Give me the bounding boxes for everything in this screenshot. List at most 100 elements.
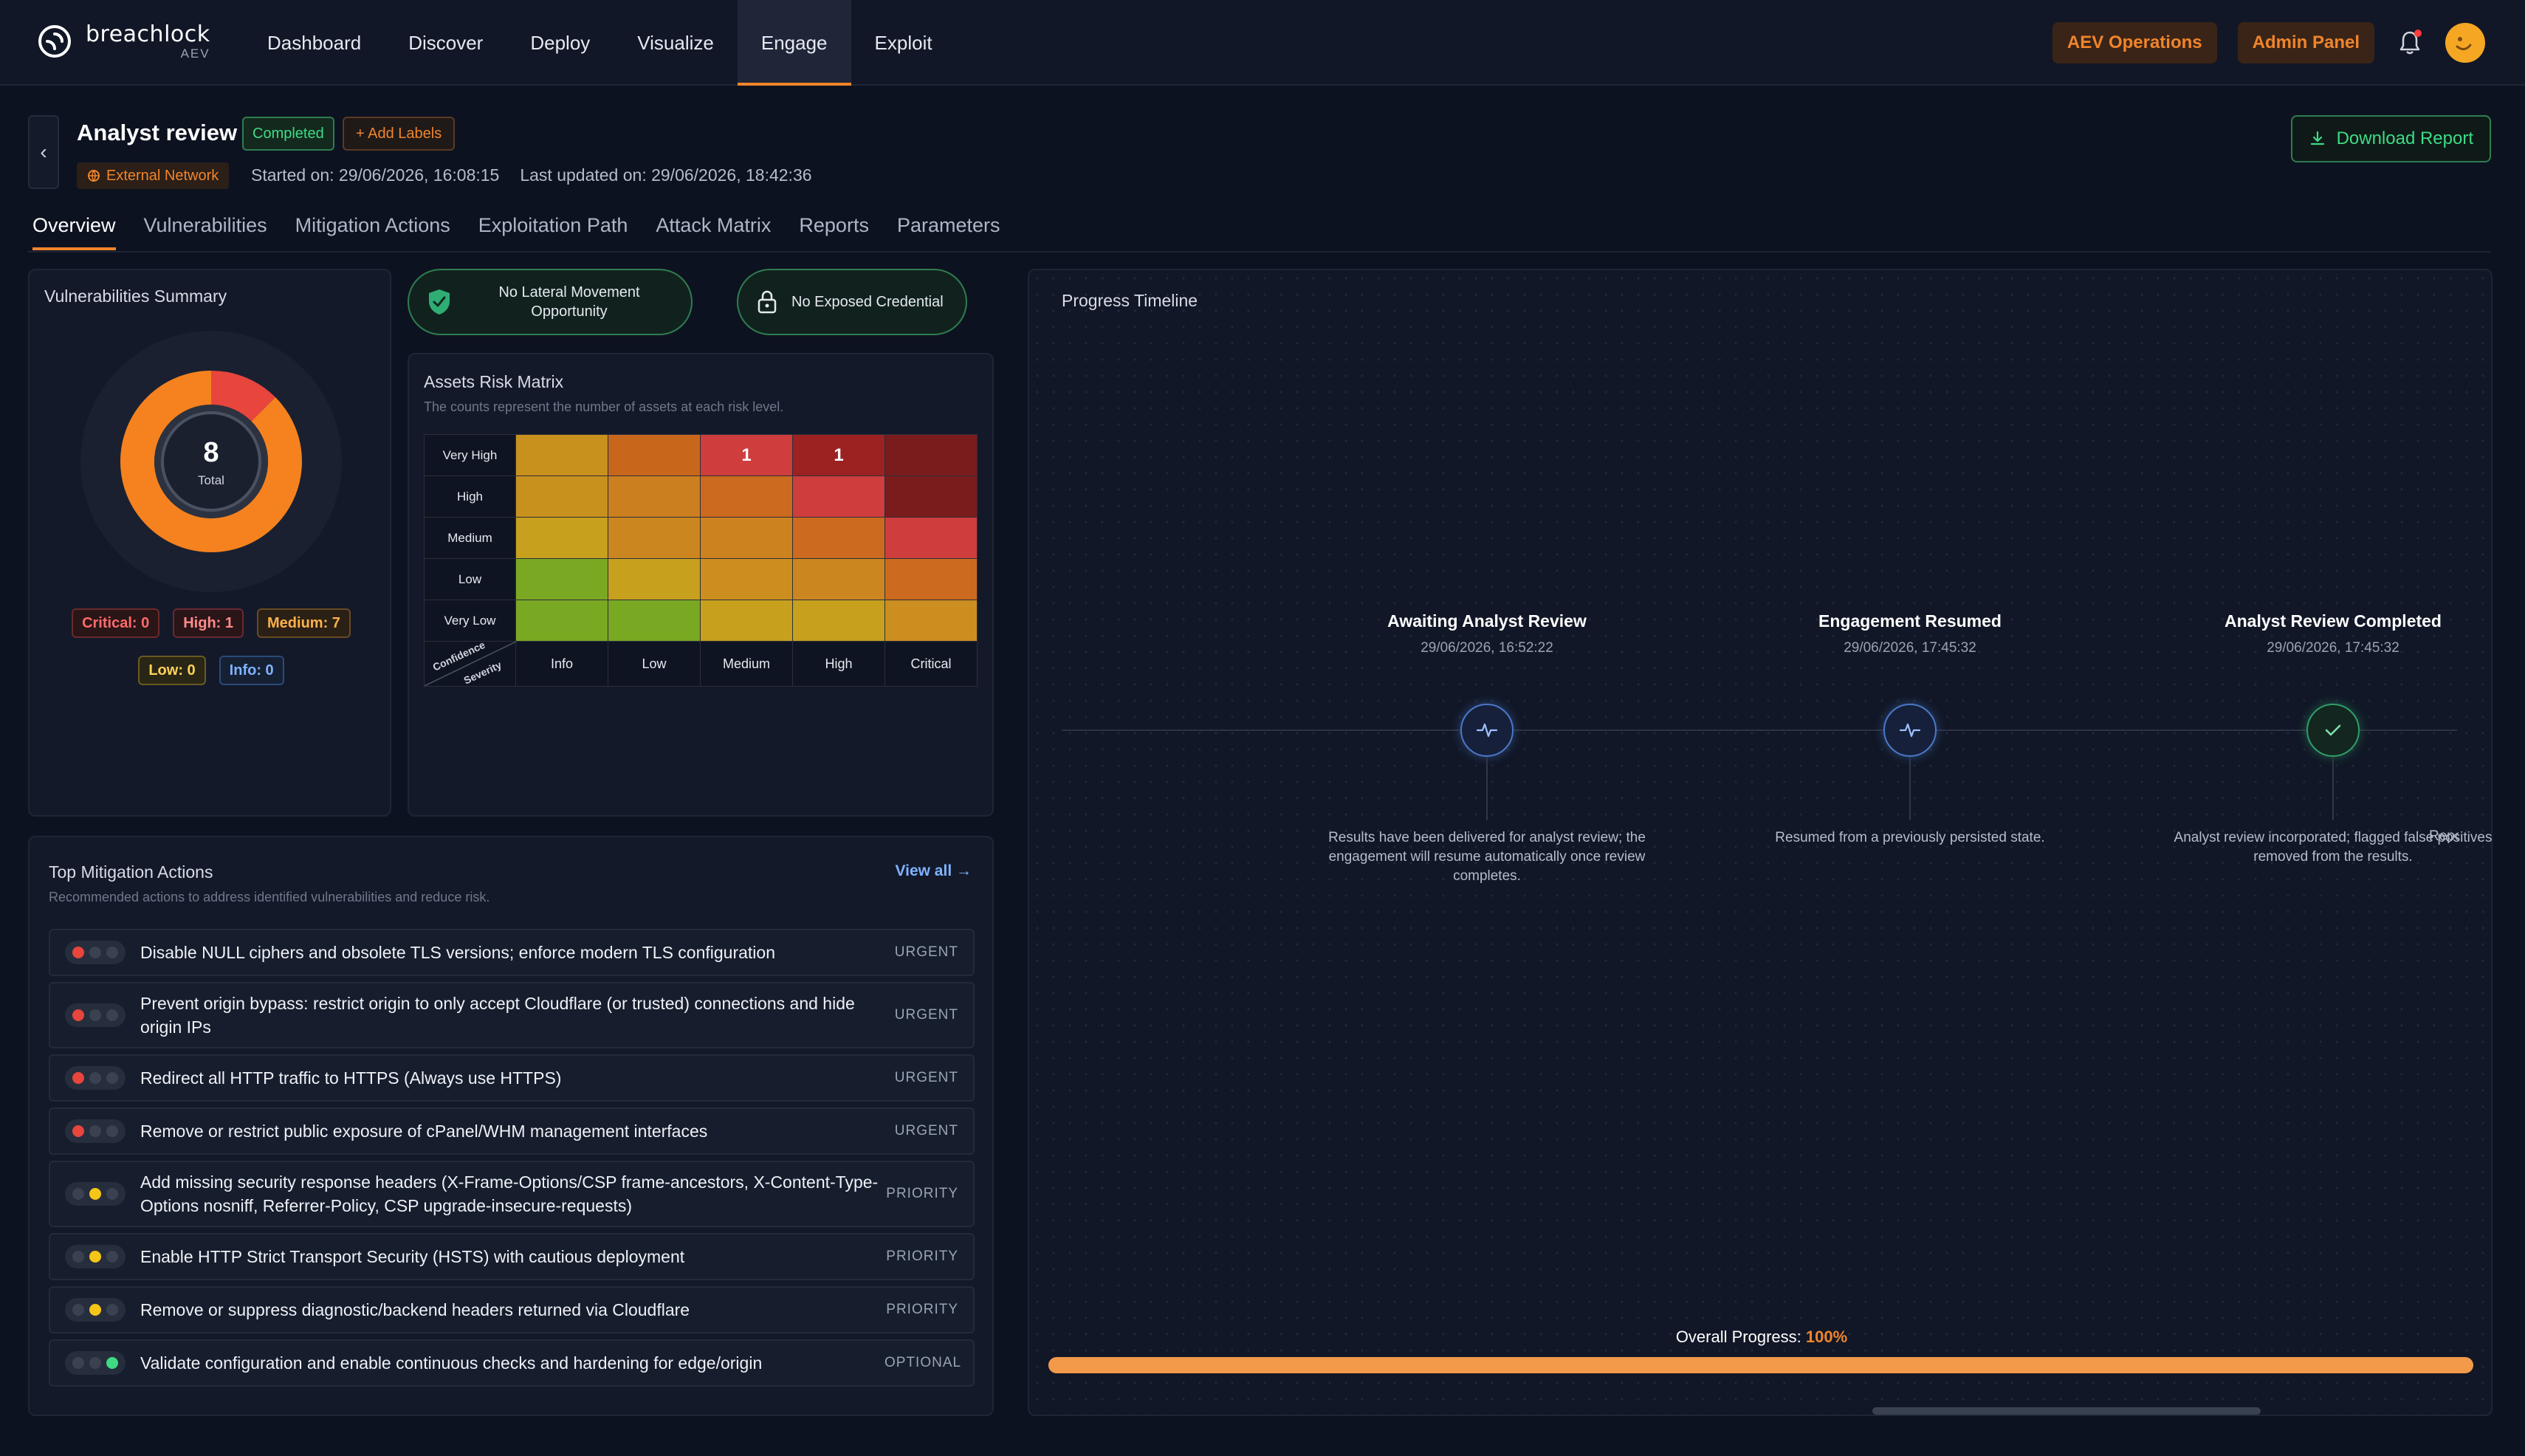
matrix-cell	[792, 600, 885, 642]
matrix-corner: Confidence Severity	[424, 641, 516, 687]
lock-icon	[758, 290, 777, 314]
risk-matrix-title: Assets Risk Matrix	[424, 372, 564, 391]
event-date: 29/06/2026, 16:52:22	[1420, 640, 1553, 656]
donut-slice-medium[interactable]	[120, 371, 302, 552]
mitigation-item[interactable]: Enable HTTP Strict Transport Security (H…	[49, 1233, 975, 1280]
tab-mitigation-actions[interactable]: Mitigation Actions	[295, 214, 450, 236]
matrix-cell	[515, 475, 608, 518]
high-count-badge[interactable]: High: 1	[173, 608, 244, 638]
matrix-cell	[884, 558, 978, 600]
activity-icon	[1476, 723, 1498, 738]
tab-parameters[interactable]: Parameters	[896, 214, 1000, 236]
timeline-node-review-completed[interactable]	[2306, 704, 2360, 757]
event-title: Analyst Review Completed	[2225, 611, 2442, 631]
matrix-cell	[515, 434, 608, 476]
event-description: Analyst review incorporated; flagged fal…	[2174, 830, 2493, 865]
network-label: External Network	[106, 168, 219, 184]
mitigation-priority: OPTIONAL	[884, 1355, 962, 1370]
last-updated: Last updated on: 29/06/2026, 18:42:36	[520, 165, 812, 185]
traffic-light-icon	[65, 1245, 126, 1268]
matrix-cell	[608, 475, 701, 518]
brand-logo[interactable]: breachlock AEV	[34, 21, 210, 62]
globe-icon	[88, 170, 100, 182]
mitigation-item[interactable]: Remove or restrict public exposure of cP…	[49, 1108, 975, 1155]
tab-exploitation-path[interactable]: Exploitation Path	[478, 214, 628, 236]
mitigation-priority: URGENT	[894, 944, 958, 960]
mitigation-item[interactable]: Add missing security response headers (X…	[49, 1161, 975, 1227]
mitigation-priority: URGENT	[894, 1123, 958, 1139]
matrix-cell	[608, 600, 701, 642]
risk-matrix-subtitle: The counts represent the number of asset…	[424, 399, 784, 414]
critical-count-badge[interactable]: Critical: 0	[72, 608, 160, 638]
tab-vulnerabilities[interactable]: Vulnerabilities	[143, 214, 267, 236]
timeline-axis	[1062, 729, 2457, 731]
tab-attack-matrix[interactable]: Attack Matrix	[656, 214, 772, 236]
donut-total-label: Total	[198, 473, 224, 487]
mitigation-item[interactable]: Redirect all HTTP traffic to HTTPS (Alwa…	[49, 1054, 975, 1102]
check-icon	[2325, 724, 2341, 736]
notification-dot	[2414, 30, 2422, 37]
nav-deploy[interactable]: Deploy	[530, 32, 591, 54]
nav-dashboard[interactable]: Dashboard	[267, 32, 362, 54]
notifications-button[interactable]	[2395, 22, 2425, 63]
mitigation-text: Prevent origin bypass: restrict origin t…	[140, 994, 855, 1037]
matrix-cell[interactable]: 1	[792, 434, 885, 476]
matrix-col-label: Medium	[700, 641, 793, 687]
tab-bar: Overview Vulnerabilities Mitigation Acti…	[32, 214, 1000, 250]
matrix-cell	[884, 600, 978, 642]
tab-reports[interactable]: Reports	[799, 214, 869, 236]
mitigation-item[interactable]: Disable NULL ciphers and obsolete TLS ve…	[49, 929, 975, 976]
avatar-face-icon	[2456, 37, 2472, 50]
add-labels-button[interactable]: + Add Labels	[343, 117, 456, 151]
matrix-col-label: High	[792, 641, 885, 687]
timeline-node-awaiting-review[interactable]	[1460, 704, 1514, 757]
nav-visualize[interactable]: Visualize	[637, 32, 714, 54]
matrix-cell	[608, 517, 701, 559]
page-title: Analyst review	[77, 120, 238, 145]
mitigation-item[interactable]: Prevent origin bypass: restrict origin t…	[49, 982, 975, 1048]
download-report-button[interactable]: Download Report	[2290, 115, 2491, 162]
matrix-cell	[700, 517, 793, 559]
info-count-badge[interactable]: Info: 0	[219, 656, 284, 685]
nav-discover[interactable]: Discover	[408, 32, 484, 54]
event-title: Awaiting Analyst Review	[1387, 611, 1587, 631]
nav-engage[interactable]: Engage	[737, 0, 851, 86]
download-icon	[2310, 131, 2324, 145]
admin-panel-button[interactable]: Admin Panel	[2237, 22, 2374, 63]
matrix-cell	[884, 517, 978, 559]
breachlock-logo-icon	[38, 25, 71, 58]
no-lateral-movement-label: No Lateral Movement Opportunity	[498, 284, 640, 320]
bell-icon	[2399, 31, 2420, 55]
aev-operations-button[interactable]: AEV Operations	[2052, 22, 2217, 63]
medium-count-badge[interactable]: Medium: 7	[257, 608, 351, 638]
tab-overview[interactable]: Overview	[32, 214, 116, 250]
top-nav: breachlock AEV Dashboard Discover Deploy…	[0, 0, 2525, 86]
matrix-cell	[792, 475, 885, 518]
back-button[interactable]: ‹	[28, 115, 59, 189]
matrix-cell[interactable]: 1	[700, 434, 793, 476]
event-date: 29/06/2026, 17:45:32	[2267, 640, 2399, 656]
timeline-scrollbar[interactable]	[1872, 1407, 2261, 1415]
matrix-row-label: Low	[424, 558, 516, 600]
user-avatar[interactable]	[2445, 23, 2485, 63]
mitigation-priority: PRIORITY	[886, 1249, 958, 1264]
low-count-badge[interactable]: Low: 0	[138, 656, 206, 685]
mitigation-item[interactable]: Validate configuration and enable contin…	[49, 1339, 975, 1387]
view-all-link[interactable]: View all →	[895, 862, 972, 879]
mitigation-text: Redirect all HTTP traffic to HTTPS (Alwa…	[140, 1068, 562, 1088]
matrix-row-label: High	[424, 475, 516, 518]
traffic-light-icon	[65, 1298, 126, 1322]
matrix-cell	[792, 517, 885, 559]
no-lateral-movement-pill: No Lateral Movement Opportunity	[408, 269, 693, 335]
mitigation-text: Remove or restrict public exposure of cP…	[140, 1122, 708, 1141]
nav-exploit[interactable]: Exploit	[874, 32, 932, 54]
mitigation-text: Enable HTTP Strict Transport Security (H…	[140, 1247, 685, 1266]
mitigation-item[interactable]: Remove or suppress diagnostic/backend he…	[49, 1286, 975, 1333]
overall-progress-text: Overall Progress:	[1675, 1328, 1801, 1346]
timeline-event-review-completed: Analyst Review Completed 29/06/2026, 17:…	[2141, 611, 2525, 656]
started-on: Started on: 29/06/2026, 16:08:15	[251, 165, 500, 185]
mitigation-priority: PRIORITY	[886, 1186, 958, 1201]
event-description: Resumed from a previously persisted stat…	[1775, 830, 2045, 845]
timeline-node-engagement-resumed[interactable]	[1883, 704, 1937, 757]
shield-check-icon	[429, 289, 450, 315]
